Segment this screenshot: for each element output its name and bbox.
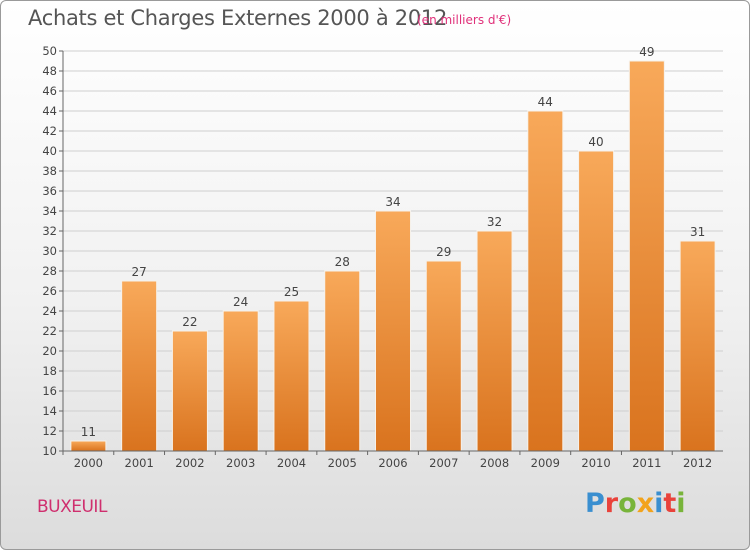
bar-2006 bbox=[375, 210, 411, 452]
x-tick-label-2006: 2006 bbox=[378, 456, 407, 470]
logo-letter: i bbox=[654, 488, 664, 519]
data-labels: 11 27 22 24 25 28 34 29 32 44 40 49 31 bbox=[81, 45, 706, 439]
data-label-2011: 49 bbox=[639, 45, 654, 59]
logo-letter: i bbox=[676, 488, 686, 519]
y-tick-label: 12 bbox=[42, 424, 57, 438]
y-tick-label: 34 bbox=[42, 204, 57, 218]
x-tick-label-2003: 2003 bbox=[226, 456, 255, 470]
x-tick-label-2001: 2001 bbox=[125, 456, 154, 470]
y-tick-labels: 10 12 14 16 18 20 22 24 26 28 30 32 34 36 38 40 42 44 46 48… bbox=[42, 44, 57, 458]
chart-subtitle: (en milliers d'€) bbox=[417, 13, 512, 27]
y-tick-label: 30 bbox=[42, 244, 57, 258]
bar-2002 bbox=[171, 330, 208, 452]
logo-letter: t bbox=[663, 488, 677, 519]
y-tick-label: 46 bbox=[42, 84, 57, 98]
data-label-2006: 34 bbox=[385, 195, 400, 209]
logo-letter: r bbox=[604, 488, 619, 519]
y-tick-label: 24 bbox=[42, 304, 57, 318]
y-tick-label: 20 bbox=[42, 344, 57, 358]
y-tick-label: 40 bbox=[42, 144, 57, 158]
x-tick-label-2002: 2002 bbox=[175, 456, 204, 470]
bar-2011 bbox=[628, 60, 665, 452]
axes bbox=[62, 51, 723, 452]
bar-2003 bbox=[222, 310, 259, 452]
data-label-2010: 40 bbox=[588, 135, 603, 149]
x-tick-labels: 2000 2001 2002 2003 2004 2005 2006 2007 2008 2009… bbox=[62, 451, 712, 470]
bar-2001 bbox=[121, 280, 158, 452]
bar-2000 bbox=[70, 440, 107, 452]
y-tick-label: 38 bbox=[42, 164, 57, 178]
data-label-2001: 27 bbox=[132, 265, 147, 279]
y-tick-label: 28 bbox=[42, 264, 57, 278]
data-label-2002: 22 bbox=[182, 315, 197, 329]
y-tick-label: 36 bbox=[42, 184, 57, 198]
y-tick-label: 22 bbox=[42, 324, 57, 338]
data-label-2005: 28 bbox=[335, 255, 350, 269]
x-tick-label-2000: 2000 bbox=[74, 456, 103, 470]
y-tick-label: 44 bbox=[42, 104, 57, 118]
x-tick-label-2004: 2004 bbox=[277, 456, 306, 470]
proxiti-logo[interactable]: Proxiti bbox=[585, 488, 686, 519]
x-tick-label-2008: 2008 bbox=[480, 456, 509, 470]
data-label-2012: 31 bbox=[690, 225, 705, 239]
x-tick-label-2011: 2011 bbox=[632, 456, 661, 470]
x-tick-label-2009: 2009 bbox=[531, 456, 560, 470]
bar-2009 bbox=[527, 110, 564, 452]
data-label-2000: 11 bbox=[81, 425, 96, 439]
x-tick-label-2005: 2005 bbox=[328, 456, 357, 470]
bars bbox=[70, 60, 716, 452]
chart-title: Achats et Charges Externes 2000 à 2012 bbox=[28, 6, 448, 30]
data-label-2007: 29 bbox=[436, 245, 451, 259]
bar-2005 bbox=[324, 270, 361, 452]
bar-2008 bbox=[476, 230, 513, 452]
y-tick-label: 50 bbox=[42, 44, 57, 58]
y-tick-label: 10 bbox=[42, 444, 57, 458]
data-label-2009: 44 bbox=[538, 95, 553, 109]
x-tick-label-2010: 2010 bbox=[581, 456, 610, 470]
y-tick-label: 26 bbox=[42, 284, 57, 298]
data-label-2004: 25 bbox=[284, 285, 299, 299]
logo-letter: x bbox=[636, 488, 655, 519]
y-tick-label: 14 bbox=[42, 404, 57, 418]
y-tick-label: 32 bbox=[42, 224, 57, 238]
y-tick-label: 42 bbox=[42, 124, 57, 138]
logo-letter: o bbox=[618, 488, 637, 519]
data-label-2008: 32 bbox=[487, 215, 502, 229]
town-name: BUXEUIL bbox=[37, 497, 107, 517]
logo-letter: P bbox=[585, 488, 605, 519]
bar-2012 bbox=[679, 240, 716, 452]
y-tick-label: 16 bbox=[42, 384, 57, 398]
data-label-2003: 24 bbox=[233, 295, 248, 309]
y-tick-label: 18 bbox=[42, 364, 57, 378]
x-tick-label-2012: 2012 bbox=[683, 456, 712, 470]
bar-2004 bbox=[273, 300, 310, 452]
x-tick-label-2007: 2007 bbox=[429, 456, 458, 470]
bar-2010 bbox=[578, 150, 615, 452]
bar-2007 bbox=[425, 260, 462, 452]
y-tick-label: 48 bbox=[42, 64, 57, 78]
